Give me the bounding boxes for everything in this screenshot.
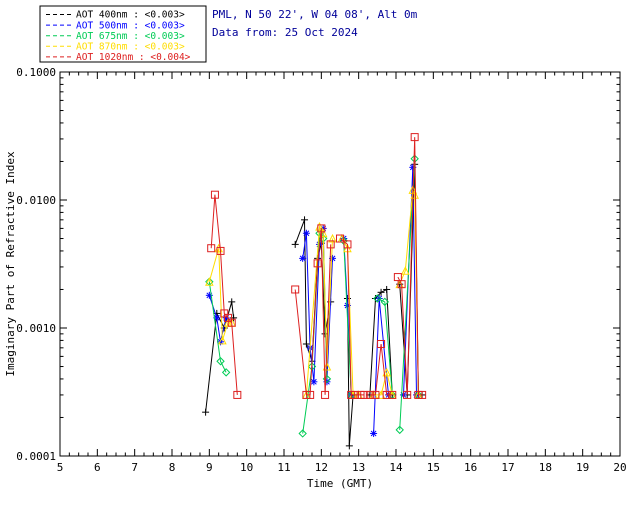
legend-label: AOT 400nm : <0.003>: [76, 10, 185, 21]
axes: [59, 71, 621, 457]
legend-entry-aot-400nm: AOT 400nm : <0.003>: [46, 10, 185, 21]
y-tick-label: 0.0010: [16, 322, 56, 335]
x-tick-label: 13: [352, 461, 365, 474]
x-axis: 5 6 7 8 9 10 11 12 13 14 15 16 17 18 19 20 Time (GMT): [57, 72, 627, 490]
x-tick-label: 12: [315, 461, 328, 474]
legend-entry-aot-500nm: AOT 500nm : <0.003>: [46, 20, 185, 31]
series-aot-500nm: [205, 163, 421, 437]
legend: AOT 400nm : <0.003>AOT 500nm : <0.003>AO…: [39, 5, 207, 63]
x-tick-label: 5: [57, 461, 64, 474]
legend-label: AOT 870nm : <0.003>: [76, 42, 185, 53]
series-aot-870nm: [205, 185, 423, 399]
y-axis: 0.0001 0.0010 0.0100 0.1000 Imaginary Part o…: [4, 66, 620, 463]
y-axis-title: Imaginary Part of Refractive Index: [4, 151, 17, 377]
site-info-text: PML, N 50 22', W 04 08', Alt 0m: [212, 8, 418, 21]
x-tick-label: 6: [94, 461, 101, 474]
x-tick-label: 9: [206, 461, 213, 474]
x-tick-label: 18: [539, 461, 552, 474]
x-axis-title: Time (GMT): [307, 477, 373, 490]
x-tick-label: 15: [427, 461, 440, 474]
legend-label: AOT 675nm : <0.003>: [76, 31, 185, 42]
y-tick-label: 0.0100: [16, 194, 56, 207]
x-tick-label: 17: [501, 461, 514, 474]
x-tick-label: 19: [576, 461, 589, 474]
legend-entry-aot-1020nm: AOT 1020nm : <0.004>: [46, 52, 191, 63]
legend-entry-aot-870nm: AOT 870nm : <0.003>: [46, 42, 185, 53]
data-from-text: Data from: 25 Oct 2024: [212, 26, 358, 39]
x-tick-label: 16: [464, 461, 477, 474]
x-tick-label: 8: [169, 461, 176, 474]
x-tick-label: 20: [613, 461, 626, 474]
legend-box: [39, 5, 207, 63]
x-tick-label: 7: [131, 461, 138, 474]
y-tick-label: 0.1000: [16, 66, 56, 79]
legend-entry-aot-675nm: AOT 675nm : <0.003>: [46, 31, 185, 42]
series-aot-1020nm: [207, 133, 427, 399]
y-tick-label: 0.0001: [16, 450, 56, 463]
x-tick-label: 14: [389, 461, 403, 474]
legend-label: AOT 1020nm : <0.004>: [76, 52, 191, 63]
x-tick-label: 10: [240, 461, 253, 474]
x-tick-label: 11: [277, 461, 290, 474]
plot-border: [59, 71, 621, 457]
legend-label: AOT 500nm : <0.003>: [76, 20, 185, 31]
